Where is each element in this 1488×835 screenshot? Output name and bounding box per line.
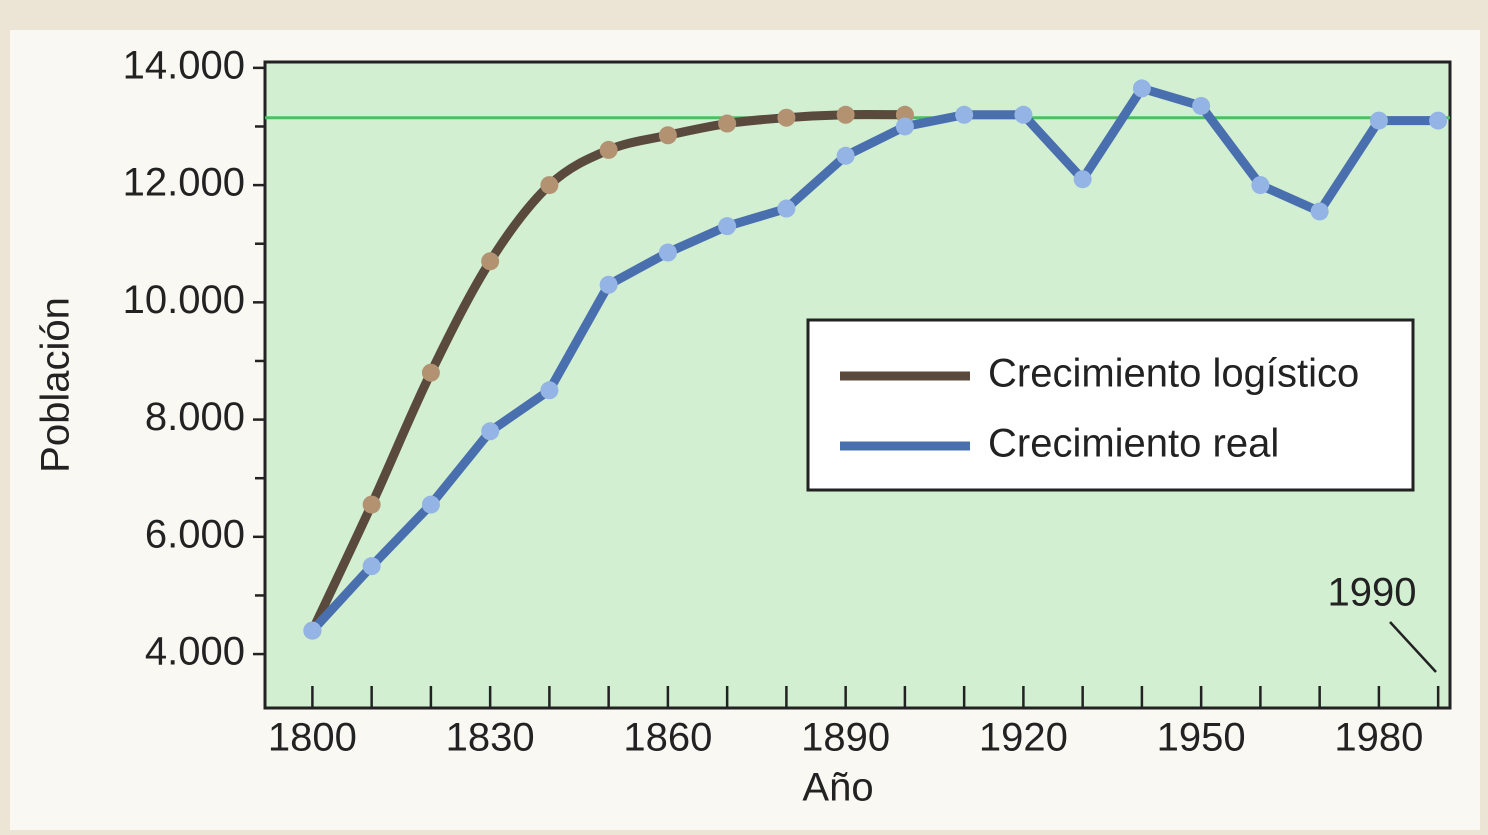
x-tick-label: 1800: [268, 716, 357, 760]
annotation: 1990: [1328, 571, 1417, 615]
y-tick-label: 14.000: [123, 43, 245, 87]
x-tick-label: 1920: [979, 716, 1068, 760]
data-point: [658, 126, 677, 145]
data-point: [777, 108, 796, 127]
data-point: [955, 105, 974, 124]
data-point: [1429, 111, 1448, 130]
data-point: [777, 199, 796, 218]
data-point: [303, 621, 322, 640]
x-tick-label: 1950: [1157, 716, 1246, 760]
data-point: [836, 146, 855, 165]
data-point: [836, 105, 855, 124]
data-point: [1132, 79, 1151, 98]
legend-label: Crecimiento logístico: [988, 352, 1359, 396]
y-tick-label: 6.000: [145, 512, 245, 556]
data-point: [1073, 170, 1092, 189]
legend-label: Crecimiento real: [988, 422, 1279, 466]
data-point: [421, 495, 440, 514]
data-point: [1251, 176, 1270, 195]
data-point: [895, 117, 914, 136]
data-point: [481, 252, 500, 271]
x-axis-title: Año: [802, 766, 873, 810]
y-tick-label: 4.000: [145, 630, 245, 674]
data-point: [481, 422, 500, 441]
y-tick-label: 12.000: [123, 161, 245, 205]
x-tick-label: 1890: [801, 716, 890, 760]
data-point: [658, 243, 677, 262]
data-point: [599, 275, 618, 294]
y-axis-title: Población: [34, 297, 78, 473]
data-point: [1014, 105, 1033, 124]
x-tick-label: 1860: [623, 716, 712, 760]
data-point: [540, 381, 559, 400]
data-point: [540, 176, 559, 195]
data-point: [362, 557, 381, 576]
y-tick-label: 8.000: [145, 395, 245, 439]
data-point: [718, 217, 737, 236]
data-point: [421, 363, 440, 382]
series-line: [307, 83, 1443, 636]
data-point: [1192, 96, 1211, 115]
x-tick-label: 1830: [446, 716, 535, 760]
y-tick-label: 10.000: [123, 278, 245, 322]
data-point: [1369, 111, 1388, 130]
data-point: [718, 114, 737, 133]
data-point: [599, 140, 618, 159]
data-point: [362, 495, 381, 514]
legend-box: [806, 318, 1415, 492]
annotation-pointer: [1389, 621, 1437, 673]
x-tick-label: 1980: [1334, 716, 1423, 760]
data-point: [1310, 202, 1329, 221]
